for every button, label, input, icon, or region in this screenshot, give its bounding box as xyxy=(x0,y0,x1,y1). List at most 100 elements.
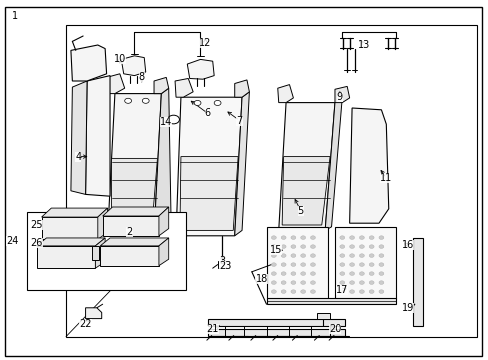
Polygon shape xyxy=(95,238,105,268)
Text: 3: 3 xyxy=(219,256,225,266)
Polygon shape xyxy=(107,94,161,236)
Bar xyxy=(266,227,327,299)
Text: 21: 21 xyxy=(206,324,219,334)
Circle shape xyxy=(349,263,354,266)
Circle shape xyxy=(310,272,315,275)
Circle shape xyxy=(359,254,364,257)
Polygon shape xyxy=(85,308,102,319)
Polygon shape xyxy=(41,217,98,239)
Polygon shape xyxy=(111,158,157,230)
Text: 5: 5 xyxy=(297,206,303,216)
Polygon shape xyxy=(278,103,334,230)
Circle shape xyxy=(281,272,285,275)
Circle shape xyxy=(281,290,285,293)
Text: 8: 8 xyxy=(139,72,144,82)
Text: 6: 6 xyxy=(204,108,210,118)
Circle shape xyxy=(281,245,285,248)
Circle shape xyxy=(359,245,364,248)
Circle shape xyxy=(378,245,383,248)
Polygon shape xyxy=(159,207,168,236)
Bar xyxy=(412,238,422,326)
Circle shape xyxy=(290,290,295,293)
Text: 13: 13 xyxy=(357,40,370,50)
Circle shape xyxy=(339,236,344,239)
Circle shape xyxy=(349,290,354,293)
Text: 1: 1 xyxy=(12,11,18,21)
Circle shape xyxy=(359,272,364,275)
Circle shape xyxy=(368,263,373,266)
Circle shape xyxy=(271,272,276,275)
Polygon shape xyxy=(121,56,145,76)
Polygon shape xyxy=(102,207,168,216)
Circle shape xyxy=(300,236,305,239)
Circle shape xyxy=(290,272,295,275)
Circle shape xyxy=(281,263,285,266)
Circle shape xyxy=(281,254,285,257)
Circle shape xyxy=(300,272,305,275)
Text: 17: 17 xyxy=(335,285,348,295)
Circle shape xyxy=(271,245,276,248)
Circle shape xyxy=(167,115,179,124)
Circle shape xyxy=(281,236,285,239)
Circle shape xyxy=(378,272,383,275)
Polygon shape xyxy=(159,238,168,266)
Circle shape xyxy=(368,272,373,275)
Polygon shape xyxy=(106,74,124,94)
Polygon shape xyxy=(316,313,329,319)
Circle shape xyxy=(349,281,354,284)
Circle shape xyxy=(290,254,295,257)
Circle shape xyxy=(310,236,315,239)
Circle shape xyxy=(310,245,315,248)
Circle shape xyxy=(310,254,315,257)
Circle shape xyxy=(271,281,276,284)
Circle shape xyxy=(368,254,373,257)
Circle shape xyxy=(142,98,149,103)
Circle shape xyxy=(368,281,373,284)
Circle shape xyxy=(339,281,344,284)
Polygon shape xyxy=(217,261,228,268)
Circle shape xyxy=(378,236,383,239)
Text: 24: 24 xyxy=(6,236,19,246)
Text: 7: 7 xyxy=(236,116,242,126)
Text: 15: 15 xyxy=(269,245,282,255)
Circle shape xyxy=(339,263,344,266)
Circle shape xyxy=(339,245,344,248)
Polygon shape xyxy=(98,208,107,239)
Circle shape xyxy=(349,272,354,275)
Circle shape xyxy=(214,100,221,105)
Circle shape xyxy=(359,281,364,284)
Circle shape xyxy=(349,254,354,257)
Polygon shape xyxy=(325,97,342,230)
Polygon shape xyxy=(37,238,105,246)
Polygon shape xyxy=(349,108,388,223)
Polygon shape xyxy=(100,246,159,266)
Text: 2: 2 xyxy=(126,227,132,237)
Polygon shape xyxy=(71,45,106,81)
Circle shape xyxy=(300,254,305,257)
Circle shape xyxy=(378,263,383,266)
Polygon shape xyxy=(180,157,238,230)
Circle shape xyxy=(368,290,373,293)
Circle shape xyxy=(378,290,383,293)
Circle shape xyxy=(359,290,364,293)
Circle shape xyxy=(339,290,344,293)
Text: 14: 14 xyxy=(160,117,172,127)
Text: 22: 22 xyxy=(79,319,92,329)
Circle shape xyxy=(300,263,305,266)
Polygon shape xyxy=(175,78,193,97)
Circle shape xyxy=(124,98,131,103)
Polygon shape xyxy=(234,92,249,236)
Polygon shape xyxy=(71,81,87,194)
Text: 11: 11 xyxy=(379,173,392,183)
Circle shape xyxy=(359,263,364,266)
Circle shape xyxy=(310,290,315,293)
Circle shape xyxy=(359,236,364,239)
Polygon shape xyxy=(334,86,349,103)
Circle shape xyxy=(310,263,315,266)
Circle shape xyxy=(368,245,373,248)
Text: 16: 16 xyxy=(401,240,414,250)
Circle shape xyxy=(378,254,383,257)
Circle shape xyxy=(281,281,285,284)
Polygon shape xyxy=(37,246,95,268)
Circle shape xyxy=(271,236,276,239)
